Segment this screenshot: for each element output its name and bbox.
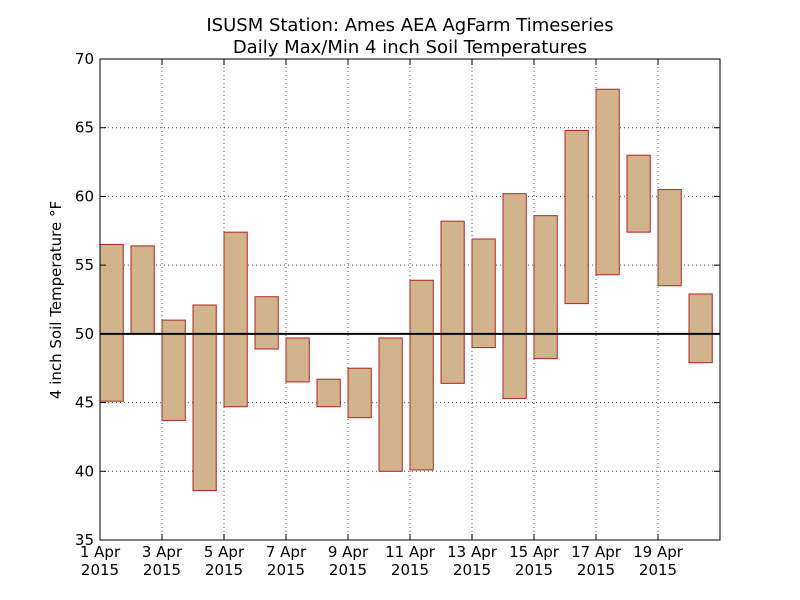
chart-title: ISUSM Station: Ames AEA AgFarm Timeserie…: [206, 15, 613, 36]
x-tick-label: 5 Apr: [204, 543, 245, 561]
bar-2015-04-16: [564, 129, 589, 305]
bar-2015-04-12: [440, 220, 465, 384]
x-tick-label-year: 2015: [329, 561, 367, 579]
x-tick-label: 15 Apr: [509, 543, 560, 561]
x-tick-label-year: 2015: [267, 561, 305, 579]
y-tick-label: 60: [75, 187, 94, 205]
bar-2015-04-06: [254, 296, 279, 350]
x-tick-label: 7 Apr: [266, 543, 307, 561]
bar-2015-04-07: [285, 337, 310, 383]
x-tick-label-year: 2015: [205, 561, 243, 579]
y-tick-label: 40: [75, 462, 94, 480]
x-tick-label: 13 Apr: [447, 543, 498, 561]
x-tick-label: 9 Apr: [328, 543, 369, 561]
bar-2015-04-11: [409, 279, 434, 471]
bar-2015-04-02: [130, 245, 155, 335]
x-tick-label: 3 Apr: [142, 543, 183, 561]
bar-2015-04-14: [502, 193, 527, 399]
y-tick-label: 50: [75, 325, 94, 343]
chart-subtitle: Daily Max/Min 4 inch Soil Temperatures: [233, 37, 587, 58]
y-tick-label: 55: [75, 256, 94, 274]
x-tick-label: 17 Apr: [571, 543, 622, 561]
bar-2015-04-18: [626, 154, 651, 233]
x-tick-label: 1 Apr: [80, 543, 121, 561]
x-tick-label: 19 Apr: [633, 543, 684, 561]
x-tick-label: 11 Apr: [385, 543, 436, 561]
bars: [99, 88, 713, 492]
x-tick-label-year: 2015: [81, 561, 119, 579]
x-tick-label-year: 2015: [391, 561, 429, 579]
x-tick-label-year: 2015: [639, 561, 677, 579]
bar-2015-04-17: [595, 88, 620, 276]
x-tick-label-year: 2015: [143, 561, 181, 579]
bar-2015-04-09: [347, 367, 372, 419]
x-tick-label-year: 2015: [453, 561, 491, 579]
y-tick-label: 70: [75, 50, 94, 68]
bar-2015-04-20: [688, 293, 713, 364]
bar-2015-04-08: [316, 378, 341, 408]
bar-2015-04-01: [99, 244, 124, 402]
y-tick-label: 35: [75, 531, 94, 549]
y-tick-label: 65: [75, 119, 94, 137]
y-tick-label: 45: [75, 394, 94, 412]
bar-2015-04-13: [471, 238, 496, 349]
x-tick-label-year: 2015: [515, 561, 553, 579]
bar-2015-04-05: [223, 231, 248, 408]
bar-2015-04-10: [378, 337, 403, 472]
x-tick-label-year: 2015: [577, 561, 615, 579]
y-axis-label: 4 inch Soil Temperature °F: [47, 201, 65, 399]
bar-2015-04-03: [161, 319, 186, 421]
bar-2015-04-19: [657, 189, 682, 287]
bar-2015-04-04: [192, 304, 217, 492]
bar-2015-04-15: [533, 215, 558, 360]
